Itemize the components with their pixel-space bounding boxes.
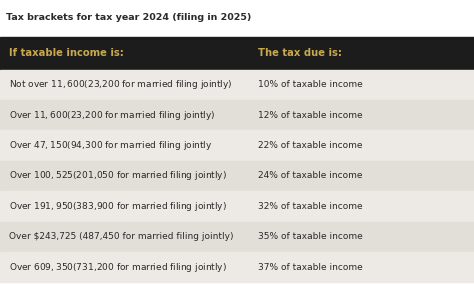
Text: 10% of taxable income: 10% of taxable income	[258, 80, 363, 89]
Bar	[0, 161, 474, 191]
Bar	[0, 130, 474, 161]
Bar	[0, 100, 474, 130]
Text: 35% of taxable income: 35% of taxable income	[258, 232, 363, 241]
Text: 32% of taxable income: 32% of taxable income	[258, 202, 363, 211]
Bar	[0, 191, 474, 222]
Bar	[0, 0, 474, 37]
Bar	[0, 70, 474, 100]
Text: Tax brackets for tax year 2024 (filing in 2025): Tax brackets for tax year 2024 (filing i…	[6, 13, 251, 22]
Text: Over $609,350 ($731,200 for married filing jointly): Over $609,350 ($731,200 for married fili…	[9, 261, 227, 273]
Text: Over $191,950 ($383,900 for married filing jointly): Over $191,950 ($383,900 for married fili…	[9, 200, 227, 213]
Text: Over $47,150 ($94,300 for married filing jointly: Over $47,150 ($94,300 for married filing…	[9, 139, 212, 152]
Bar	[0, 252, 474, 282]
Text: 12% of taxable income: 12% of taxable income	[258, 111, 363, 120]
Text: If taxable income is:: If taxable income is:	[9, 48, 123, 58]
Text: Not over $11,600 ($23,200 for married filing jointly): Not over $11,600 ($23,200 for married fi…	[9, 78, 232, 91]
Text: 22% of taxable income: 22% of taxable income	[258, 141, 363, 150]
Text: Over $11,600 ($23,200 for married filing jointly): Over $11,600 ($23,200 for married filing…	[9, 109, 215, 122]
Text: The tax due is:: The tax due is:	[258, 48, 342, 58]
Text: Over $243,725 (487,450 for married filing jointly): Over $243,725 (487,450 for married filin…	[9, 232, 233, 241]
Bar	[0, 37, 474, 70]
Text: Over $100,525 ($201,050 for married filing jointly): Over $100,525 ($201,050 for married fili…	[9, 170, 227, 182]
Text: 24% of taxable income: 24% of taxable income	[258, 172, 363, 180]
Text: 37% of taxable income: 37% of taxable income	[258, 263, 363, 272]
Bar	[0, 222, 474, 252]
